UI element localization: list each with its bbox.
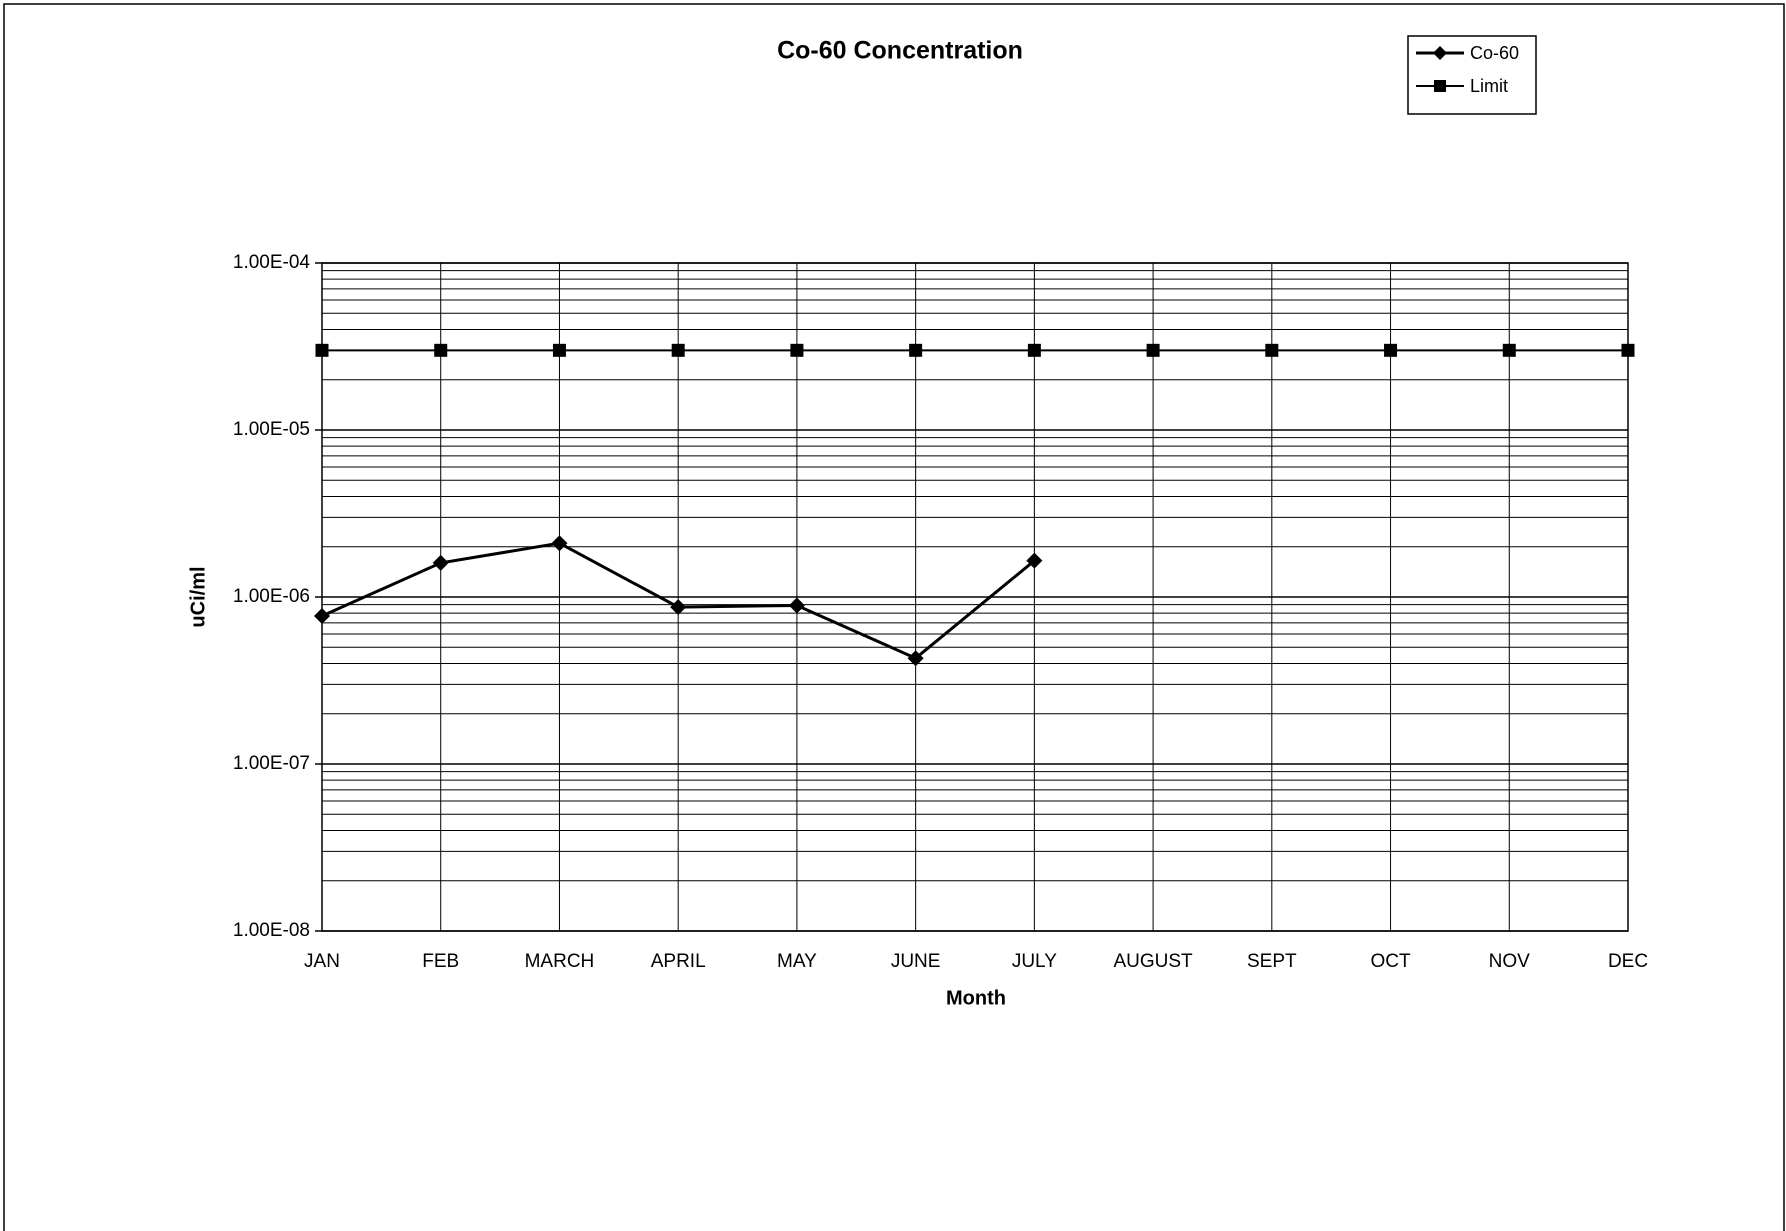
x-tick-label: MARCH: [525, 951, 595, 972]
x-tick-label: MAY: [777, 951, 817, 972]
y-tick-label: 1.00E-04: [233, 252, 311, 273]
point: [1502, 343, 1516, 357]
legend-label: Limit: [1470, 76, 1508, 96]
point: [552, 343, 566, 357]
chart-title: Co-60 Concentration: [777, 37, 1023, 65]
legend-label: Co-60: [1470, 43, 1519, 63]
point: [1621, 343, 1635, 357]
x-tick-label: SEPT: [1247, 951, 1297, 972]
x-tick-label: NOV: [1489, 951, 1531, 972]
point: [314, 607, 330, 624]
x-tick-label: JUNE: [891, 951, 941, 972]
frame: [3, 3, 1785, 1231]
legend-marker: [1434, 80, 1446, 92]
point: [434, 343, 448, 357]
y-tick-label: 1.00E-07: [233, 753, 310, 774]
x-tick-label: FEB: [422, 951, 459, 972]
x-axis-label: Month: [946, 987, 1006, 1009]
legend-box: [1407, 35, 1537, 115]
point: [1027, 343, 1041, 357]
point: [551, 535, 568, 552]
point: [909, 343, 923, 357]
point: [315, 343, 329, 357]
x-tick-label: AUGUST: [1113, 951, 1193, 972]
y-axis-label: uCi/ml: [187, 566, 209, 627]
y-tick-label: 1.00E-08: [233, 920, 310, 941]
point: [671, 343, 685, 357]
x-tick-label: APRIL: [651, 951, 706, 972]
y-tick-label: 1.00E-05: [233, 419, 310, 440]
point: [1384, 343, 1398, 357]
x-tick-label: JULY: [1012, 951, 1057, 972]
x-tick-label: JAN: [304, 951, 340, 972]
point: [907, 650, 924, 667]
x-tick-label: OCT: [1370, 951, 1411, 972]
point: [432, 554, 449, 571]
x-tick-label: DEC: [1608, 951, 1648, 972]
point: [1265, 343, 1279, 357]
point: [670, 599, 687, 616]
point: [788, 597, 805, 614]
point: [1026, 552, 1043, 569]
legend-marker: [1433, 46, 1447, 60]
point: [790, 343, 804, 357]
y-tick-label: 1.00E-06: [233, 586, 310, 607]
point: [1146, 343, 1160, 357]
